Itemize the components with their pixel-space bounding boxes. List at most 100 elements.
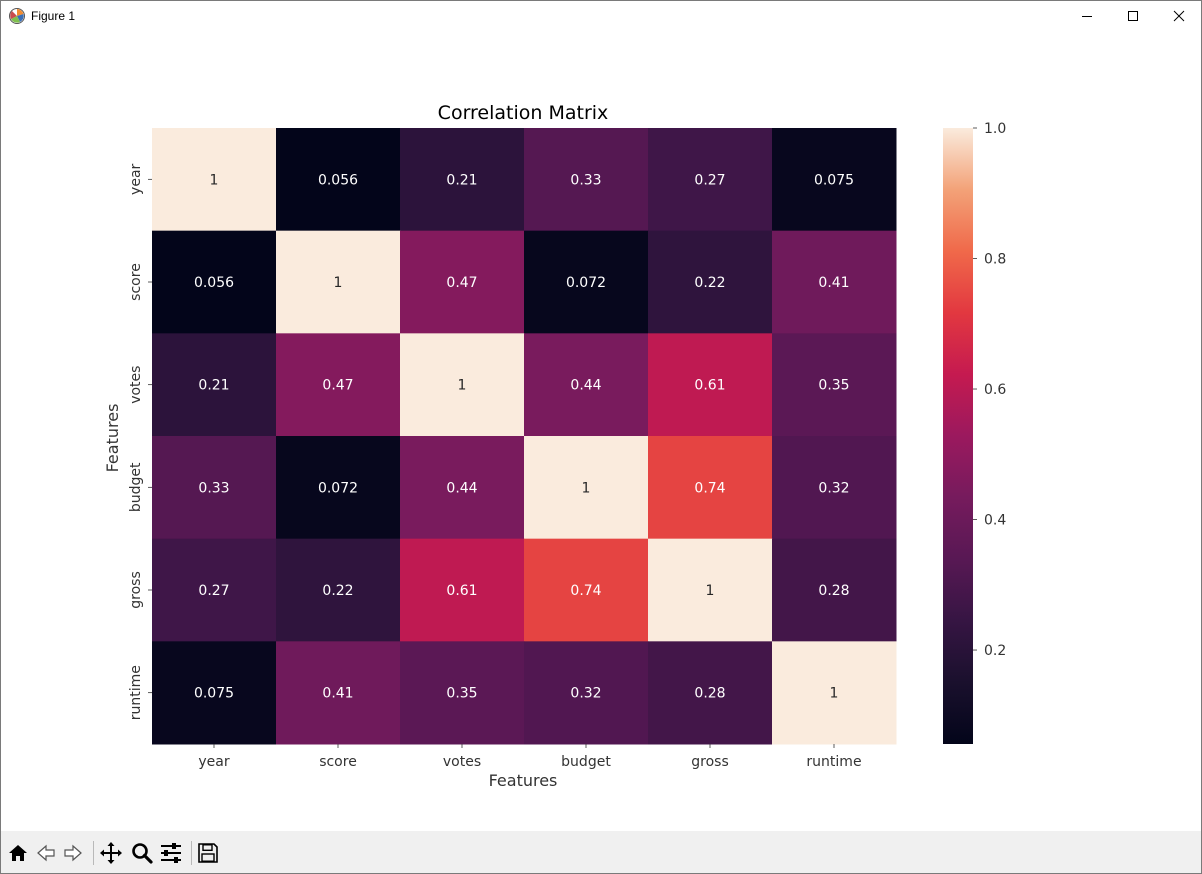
zoom-icon [132,843,153,864]
x-tick-label-runtime: runtime [806,754,861,770]
heatmap-cell-votes-year [152,333,277,437]
figure-canvas: Correlation Matrix 1 0.056 0.21 0.33 0.27 0.0… [1,31,1201,831]
x-tick-label-gross: gross [691,754,729,770]
heatmap-cell-year-gross [648,128,773,232]
x-axis-label: Features [489,771,558,790]
minimize-icon [1082,16,1092,17]
heatmap-cell-budget-runtime [772,436,897,540]
home-button[interactable] [4,839,32,867]
heatmap-cell-label: 0.27 [198,583,229,599]
toolbar-separator [191,841,192,865]
y-tick-label-votes: votes [128,366,144,404]
heatmap-cell-label: 0.056 [318,172,358,188]
heatmap-cell-votes-runtime [772,333,897,437]
toolbar-separator [93,841,94,865]
heatmap-cell-label: 1 [706,583,715,599]
colorbar-tick-label: 0.2 [984,643,1006,659]
heatmap-cell-year-budget [524,128,649,232]
heatmap-cell-gross-year [152,538,277,642]
heatmap-cell-runtime-gross [648,641,773,745]
back-button[interactable] [32,839,60,867]
heatmap-cell-label: 0.33 [570,172,601,188]
colorbar-tick-label: 0.8 [984,252,1006,268]
heatmap-cell-label: 1 [830,686,839,702]
heatmap-cell-runtime-year [152,641,277,745]
heatmap-cell-gross-votes [400,538,525,642]
heatmap-cell-votes-budget [524,333,649,437]
colorbar-tick-label: 1.0 [984,121,1006,137]
colorbar-tick-label: 0.6 [984,382,1006,398]
maximize-button[interactable] [1110,1,1156,31]
heatmap-cell-score-budget [524,230,649,334]
heatmap-cell-label: 0.22 [694,275,725,291]
heatmap-cell-label: 0.28 [694,686,725,702]
x-tick-label-year: year [198,754,229,770]
close-button[interactable] [1156,1,1202,31]
heatmap-cell-label: 0.41 [818,275,849,291]
heatmap-cell-score-votes [400,230,525,334]
heatmap-cell-label: 0.056 [194,275,234,291]
heatmap-cell-label: 0.075 [814,172,854,188]
maximize-icon [1128,11,1138,21]
forward-arrow-icon [64,844,82,862]
heatmap-cell-label: 0.32 [570,686,601,702]
y-tick-label-gross: gross [128,571,144,609]
heatmap-cell-runtime-budget [524,641,649,745]
heatmap-cell-year-votes [400,128,525,232]
heatmap-cell-votes-votes [400,333,525,437]
heatmap-cell-label: 0.28 [818,583,849,599]
heatmap-cell-score-score [276,230,401,334]
configure-subplots-button[interactable] [157,839,185,867]
heatmap-cell-label: 0.33 [198,480,229,496]
heatmap-cell-label: 0.35 [446,686,477,702]
minimize-button[interactable] [1064,1,1110,31]
heatmap-cell-label: 0.35 [818,378,849,394]
colorbar-tick-label: 0.4 [984,513,1006,529]
heatmap-cell-votes-score [276,333,401,437]
heatmap-cell-runtime-votes [400,641,525,745]
home-icon [9,845,27,861]
heatmap-cell-label: 0.47 [322,378,353,394]
x-tick-labels: year score votes budget gross runtime [198,744,862,770]
colorbar-ticks: 0.2 0.4 0.6 0.8 1.0 [973,121,1006,659]
window-title: Figure 1 [31,9,76,23]
heatmap-cell-label: 1 [210,172,219,188]
y-tick-labels: year score votes budget gross runtime [128,163,152,720]
y-tick-label-budget: budget [128,462,144,512]
forward-button[interactable] [59,839,87,867]
heatmap-cell-label: 0.072 [318,480,358,496]
heatmap-chart: Correlation Matrix 1 0.056 0.21 0.33 0.27 0.0… [103,102,1006,790]
heatmap-cell-runtime-runtime [772,641,897,745]
heatmap-cell-score-year [152,230,277,334]
heatmap-cell-label: 0.74 [570,583,601,599]
heatmap-cell-label: 0.74 [694,480,725,496]
heatmap-cell-label: 0.075 [194,686,234,702]
save-button[interactable] [194,839,222,867]
heatmap-cell-label: 0.22 [322,583,353,599]
heatmap-cell-year-score [276,128,401,232]
heatmap-cell-label: 0.27 [694,172,725,188]
matplotlib-app-icon [8,7,26,25]
x-tick-label-budget: budget [561,754,611,770]
heatmap-cell-label: 0.61 [446,583,477,599]
heatmap-cell-votes-gross [648,333,773,437]
heatmap-cell-score-gross [648,230,773,334]
zoom-button[interactable] [128,839,156,867]
heatmap-cell-label: 0.47 [446,275,477,291]
heatmap-cell-budget-gross [648,436,773,540]
y-tick-label-year: year [128,163,144,194]
heatmap-cell-gross-score [276,538,401,642]
y-tick-label-runtime: runtime [128,665,144,720]
heatmap-cell-budget-score [276,436,401,540]
heatmap-cell-label: 1 [582,480,591,496]
title-bar[interactable]: Figure 1 [1,1,1201,31]
heatmap-cell-label: 0.41 [322,686,353,702]
heatmap-cell-gross-runtime [772,538,897,642]
x-tick-label-score: score [319,754,357,770]
heatmap-cell-budget-budget [524,436,649,540]
heatmap-cell-score-runtime [772,230,897,334]
heatmap-cell-label: 0.44 [570,378,601,394]
heatmap-cell-year-runtime [772,128,897,232]
pan-button[interactable] [97,839,125,867]
